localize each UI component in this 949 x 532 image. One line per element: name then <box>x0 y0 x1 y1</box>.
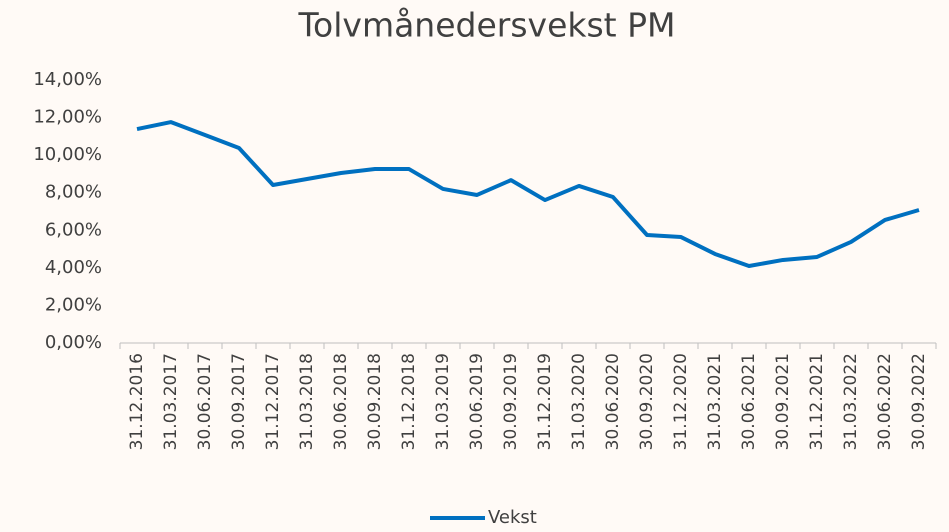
y-tick-label: 0,00% <box>45 332 102 353</box>
y-tick-label: 6,00% <box>45 219 102 240</box>
x-tick-label: 30.09.2018 <box>365 353 385 450</box>
x-tick-label: 31.12.2020 <box>671 353 691 450</box>
x-tick-label: 30.06.2019 <box>467 353 487 450</box>
line-series <box>136 120 920 268</box>
x-tick-label: 31.03.2019 <box>433 353 453 450</box>
x-tick-label: 31.03.2017 <box>161 353 181 450</box>
x-tick-label: 30.06.2022 <box>875 353 895 450</box>
legend-label: Vekst <box>488 507 537 528</box>
x-tick-label: 30.09.2021 <box>773 353 793 450</box>
x-tick-label: 31.12.2019 <box>535 353 555 450</box>
x-tick-label: 31.03.2020 <box>569 353 589 450</box>
y-tick-label: 4,00% <box>45 257 102 278</box>
x-tick-label: 30.09.2019 <box>501 353 521 450</box>
x-tick-label: 31.12.2017 <box>263 353 283 450</box>
x-tick-label: 31.12.2018 <box>399 353 419 450</box>
x-tick-label: 30.06.2017 <box>195 353 215 450</box>
x-tick-label: 31.12.2021 <box>807 353 827 450</box>
x-tick-label: 30.06.2018 <box>331 353 351 450</box>
y-tick-label: 8,00% <box>45 182 102 203</box>
x-tick-label: 30.09.2022 <box>909 353 929 450</box>
y-tick-label: 2,00% <box>45 294 102 315</box>
x-tick-label: 31.03.2022 <box>841 353 861 450</box>
x-tick-label: 30.06.2021 <box>739 353 759 450</box>
x-tick-label: 31.03.2021 <box>705 353 725 450</box>
x-tick-label: 30.06.2020 <box>603 353 623 450</box>
chart-title: Tolvmånedersvekst PM <box>298 6 676 45</box>
x-tick-label: 31.03.2018 <box>297 353 317 450</box>
y-tick-label: 10,00% <box>33 144 102 165</box>
y-tick-label: 12,00% <box>33 107 102 128</box>
x-tick-label: 31.12.2016 <box>127 353 147 450</box>
x-tick-label: 30.09.2020 <box>637 353 657 450</box>
y-tick-label: 14,00% <box>33 69 102 90</box>
x-tick-label: 30.09.2017 <box>229 353 249 450</box>
